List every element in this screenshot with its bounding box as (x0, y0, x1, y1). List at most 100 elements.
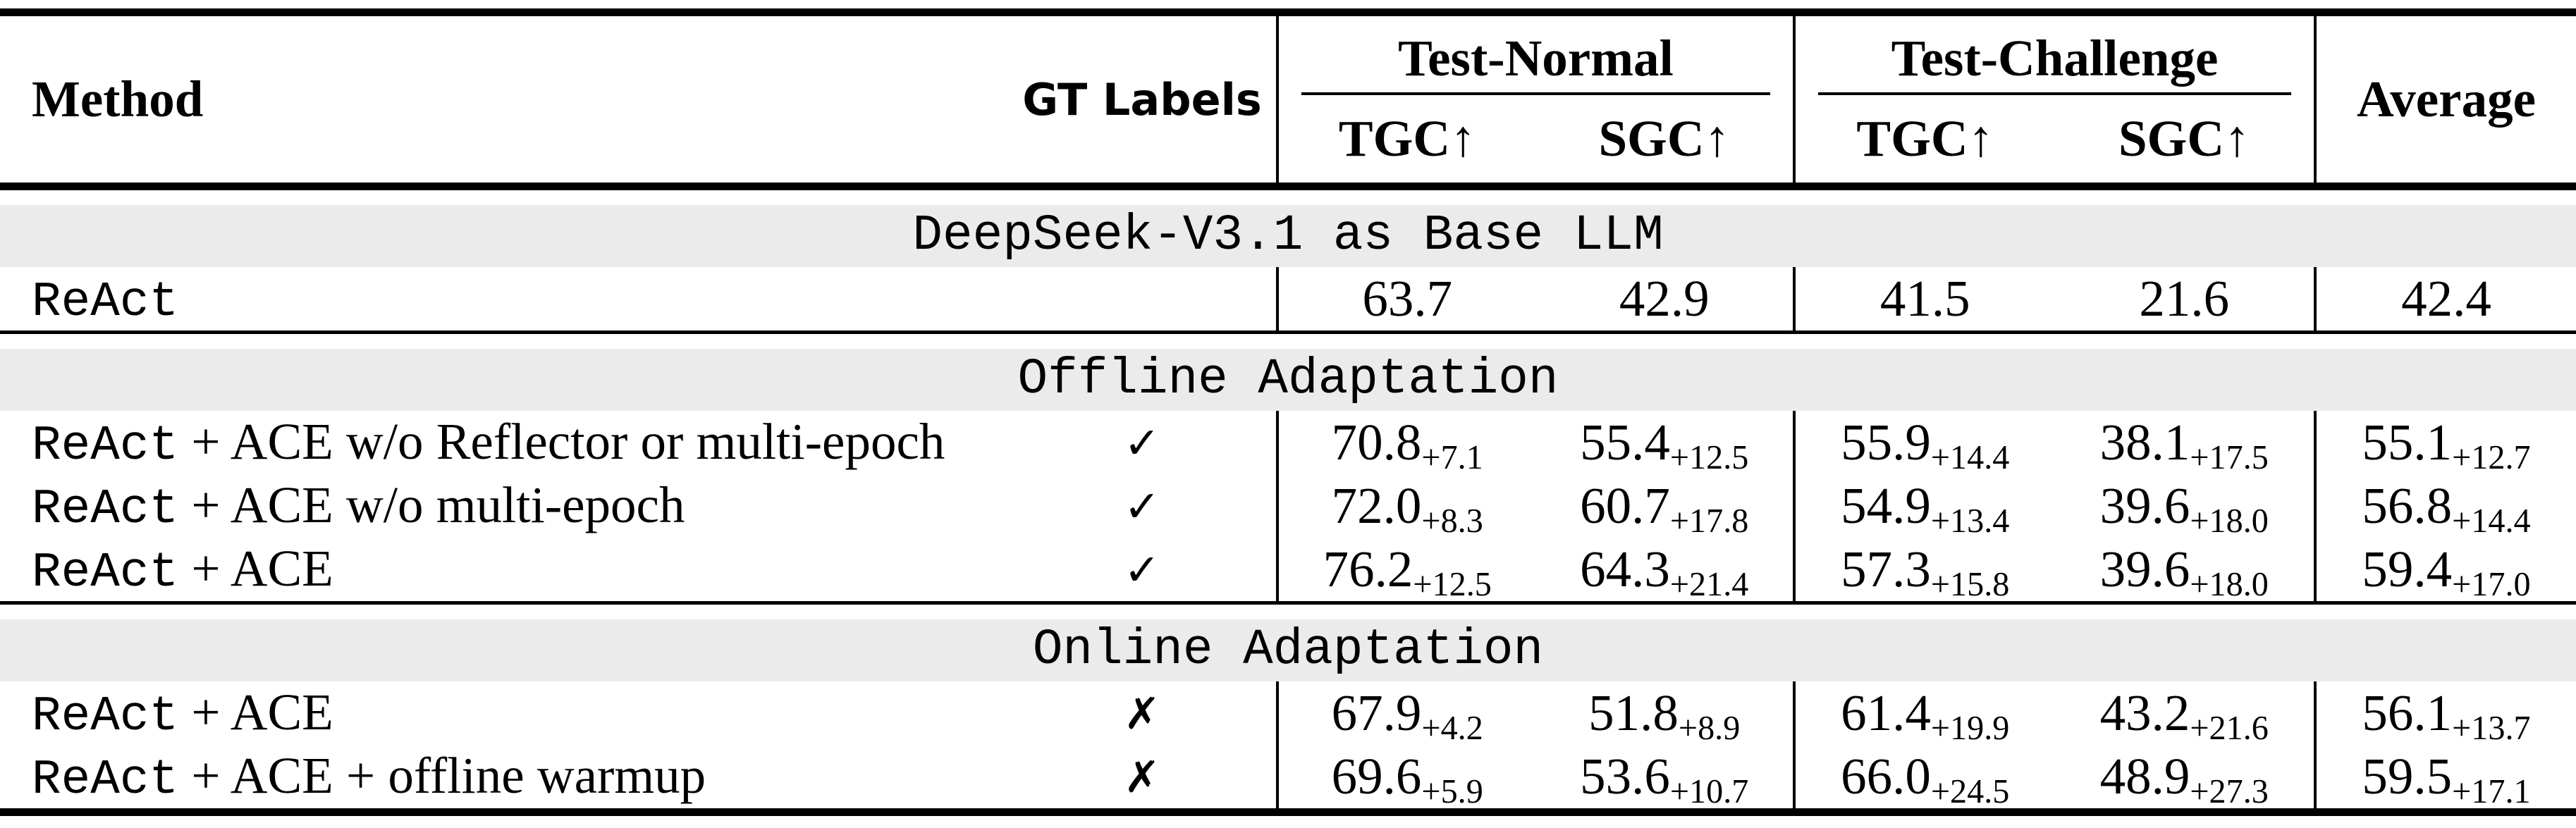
section-header-offline-adaptation: Offline Adaptation (0, 349, 2576, 411)
test-normal-cells: 76.2+12.5 64.3+21.4 (1276, 538, 1793, 602)
metric-value: 48.9 (2099, 748, 2190, 805)
average-cell: 55.1+12.7 (2314, 411, 2576, 477)
table-top-rule (0, 8, 2576, 16)
tgc-normal-value: 70.8+7.1 (1279, 413, 1536, 475)
metric-value: 57.3 (1841, 540, 1931, 598)
metric-value: 72.0 (1331, 477, 1422, 534)
gt-labels-mark: ✗ (1124, 750, 1160, 803)
metric-delta: +8.3 (1421, 502, 1483, 540)
metric-delta: +12.5 (1669, 439, 1749, 477)
test-normal-cells: 72.0+8.3 60.7+17.8 (1276, 474, 1793, 538)
sgc-challenge-value: 39.6+18.0 (2055, 476, 2314, 538)
test-challenge-cells: 66.0+24.5 48.9+27.3 (1793, 745, 2314, 809)
average-value: 56.1+13.7 (2317, 684, 2576, 746)
metric-value: 64.3 (1580, 540, 1670, 598)
header-bottom-rule (0, 183, 2576, 190)
metric-delta: +8.9 (1678, 710, 1741, 748)
metric-value: 53.6 (1580, 748, 1670, 805)
table-row-ace-online: ReAct + ACE ✗ 67.9+4.2 51.8+8.9 61.4+19.… (0, 681, 2576, 748)
metric-delta: +12.7 (2452, 439, 2531, 477)
metric-value: 55.9 (1841, 414, 1931, 471)
method-name-rest: + ACE (178, 539, 333, 597)
section-divider-rule (0, 601, 2576, 605)
col-group-test-challenge: Test-Challenge TGC↑ SGC↑ (1793, 16, 2314, 183)
gt-labels-mark: ✓ (1124, 416, 1160, 469)
sgc-normal-value: 53.6+10.7 (1536, 747, 1793, 809)
metric-delta: +13.4 (1930, 502, 2010, 540)
metric-value: 56.1 (2362, 684, 2453, 741)
metric-delta: +4.2 (1421, 710, 1483, 748)
col-header-sgc-normal: SGC↑ (1598, 110, 1731, 167)
metric-delta: +21.6 (2190, 710, 2269, 748)
tgc-challenge-value: 55.9+14.4 (1796, 413, 2055, 475)
metric-value: 60.7 (1580, 477, 1670, 534)
metric-delta: +10.7 (1669, 773, 1749, 811)
col-header-method: Method (32, 70, 204, 128)
metric-delta: +17.8 (1669, 502, 1749, 540)
test-normal-cells: 67.9+4.2 51.8+8.9 (1276, 681, 1793, 748)
group-title-text: Test-Challenge (1891, 30, 2219, 87)
table-header: Method GT Labels Test-Normal TGC↑ SGC↑ T… (0, 16, 2576, 183)
col-header-tgc-challenge: TGC↑ (1856, 110, 1994, 167)
metric-value: 61.4 (1841, 684, 1931, 741)
cmidrule-test-challenge (1818, 92, 2291, 95)
table-row-ace-wo-multiepoch: ReAct + ACE w/o multi-epoch ✓ 72.0+8.3 6… (0, 474, 2576, 538)
metric-value: 42.9 (1619, 270, 1710, 327)
metric-value: 56.8 (2362, 477, 2453, 534)
average-cell: 56.1+13.7 (2314, 681, 2576, 746)
sgc-normal-value: 60.7+17.8 (1536, 476, 1793, 538)
metric-value: 54.9 (1841, 477, 1931, 534)
tgc-challenge-value: 66.0+24.5 (1796, 747, 2055, 809)
metric-value: 51.8 (1588, 684, 1679, 741)
section-header-base-llm: DeepSeek-V3.1 as Base LLM (0, 205, 2576, 267)
sgc-challenge-value: 38.1+17.5 (2055, 413, 2314, 475)
metric-value: 55.4 (1580, 414, 1670, 471)
sgc-normal-value: 42.9 (1536, 269, 1793, 328)
group-title-text: Test-Normal (1398, 30, 1674, 87)
metric-delta: +14.4 (1930, 439, 2010, 477)
gt-labels-mark: ✗ (1124, 687, 1160, 739)
metric-delta: +12.5 (1413, 566, 1492, 604)
method-name-mono: ReAct (32, 481, 179, 537)
method-cell: ReAct + ACE w/o Reflector or multi-epoch (0, 412, 1008, 474)
sgc-challenge-value: 39.6+18.0 (2055, 540, 2314, 602)
top-margin (0, 0, 2576, 8)
bottom-margin (0, 816, 2576, 828)
metric-value: 55.1 (2362, 414, 2453, 471)
cmidrule-test-normal (1301, 92, 1770, 95)
sgc-challenge-value: 48.9+27.3 (2055, 747, 2314, 809)
sgc-normal-value: 64.3+21.4 (1536, 540, 1793, 602)
tgc-normal-value: 67.9+4.2 (1279, 684, 1536, 746)
metric-value: 59.4 (2362, 540, 2453, 598)
group-title-test-normal: Test-Normal (1279, 16, 1793, 92)
test-challenge-cells: 55.9+14.4 38.1+17.5 (1793, 411, 2314, 475)
metric-value: 21.6 (2139, 270, 2230, 327)
average-cell: 56.8+14.4 (2314, 474, 2576, 538)
metric-value: 69.6 (1331, 748, 1422, 805)
metric-delta: +17.1 (2452, 773, 2531, 811)
average-value: 42.4 (2317, 269, 2576, 328)
tgc-challenge-value: 41.5 (1796, 269, 2055, 328)
average-value: 59.5+17.1 (2317, 747, 2576, 809)
tgc-challenge-value: 61.4+19.9 (1796, 684, 2055, 746)
tgc-normal-value: 69.6+5.9 (1279, 747, 1536, 809)
tgc-normal-value: 72.0+8.3 (1279, 476, 1536, 538)
method-name-rest: + ACE w/o Reflector or multi-epoch (178, 412, 945, 470)
table-row-ace-offline: ReAct + ACE ✓ 76.2+12.5 64.3+21.4 57.3+1… (0, 538, 2576, 604)
metric-value: 76.2 (1323, 540, 1413, 598)
metric-value: 59.5 (2362, 748, 2453, 805)
tgc-normal-value: 76.2+12.5 (1279, 540, 1536, 602)
metric-delta: +17.0 (2452, 566, 2531, 604)
method-cell: ReAct + ACE (0, 683, 1008, 744)
metric-delta: +18.0 (2190, 566, 2269, 604)
method-name-rest: + ACE (178, 683, 333, 741)
test-challenge-cells: 54.9+13.4 39.6+18.0 (1793, 474, 2314, 538)
method-name-rest: + ACE w/o multi-epoch (178, 476, 685, 533)
method-name-mono: ReAct (32, 417, 179, 474)
average-cell: 42.4 (2314, 267, 2576, 330)
method-name-rest: + ACE + offline warmup (178, 746, 706, 804)
test-normal-cells: 63.7 42.9 (1276, 267, 1793, 330)
subheader-test-challenge: TGC↑ SGC↑ (1796, 95, 2314, 183)
section-gap (0, 334, 2576, 349)
section-gap (0, 605, 2576, 619)
